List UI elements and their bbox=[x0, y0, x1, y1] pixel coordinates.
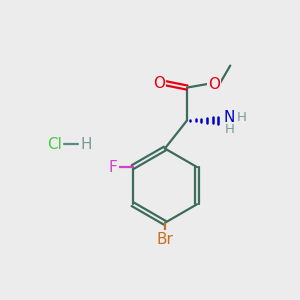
Text: O: O bbox=[208, 76, 220, 92]
Text: N: N bbox=[224, 110, 235, 125]
Text: H: H bbox=[237, 111, 247, 124]
Text: Br: Br bbox=[156, 232, 173, 247]
Text: Cl: Cl bbox=[47, 136, 62, 152]
Text: F: F bbox=[109, 160, 118, 175]
Text: H: H bbox=[225, 123, 235, 136]
Text: O: O bbox=[153, 76, 165, 91]
Text: H: H bbox=[80, 136, 92, 152]
